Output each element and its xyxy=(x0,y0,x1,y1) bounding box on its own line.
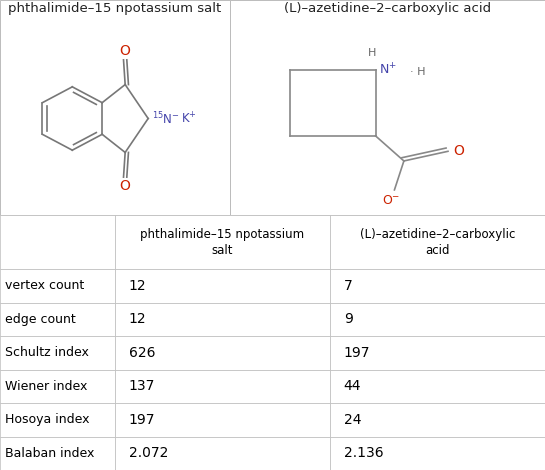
Text: · H: · H xyxy=(410,67,426,77)
Text: 9: 9 xyxy=(344,312,353,326)
Text: O: O xyxy=(453,144,464,158)
Bar xyxy=(0,215,115,269)
Text: phthalimide–15 npotassium
salt: phthalimide–15 npotassium salt xyxy=(141,227,305,257)
Bar xyxy=(115,403,330,437)
Text: Balaban index: Balaban index xyxy=(5,447,95,460)
Bar xyxy=(0,0,230,215)
Bar xyxy=(330,403,545,437)
Text: (L)–azetidine–2–carboxylic acid: (L)–azetidine–2–carboxylic acid xyxy=(284,2,491,16)
Bar xyxy=(115,269,330,303)
Text: N$^{+}$: N$^{+}$ xyxy=(379,63,397,78)
Text: 197: 197 xyxy=(129,413,155,427)
Text: vertex count: vertex count xyxy=(5,279,84,292)
Text: 44: 44 xyxy=(344,379,361,393)
Text: $^{15}$N$^{-}$: $^{15}$N$^{-}$ xyxy=(152,110,180,127)
Bar xyxy=(0,403,115,437)
Text: 12: 12 xyxy=(129,312,146,326)
Text: 626: 626 xyxy=(129,346,155,360)
Bar xyxy=(115,303,330,336)
Text: H: H xyxy=(368,48,377,58)
Bar xyxy=(330,437,545,470)
Text: phthalimide–15 npotassium salt: phthalimide–15 npotassium salt xyxy=(8,2,222,16)
Text: 137: 137 xyxy=(129,379,155,393)
Bar xyxy=(330,336,545,369)
Bar xyxy=(115,336,330,369)
Text: 2.072: 2.072 xyxy=(129,446,168,460)
Text: 197: 197 xyxy=(344,346,370,360)
Text: Hosoya index: Hosoya index xyxy=(5,413,90,426)
Text: (L)–azetidine–2–carboxylic
acid: (L)–azetidine–2–carboxylic acid xyxy=(360,227,515,257)
Text: edge count: edge count xyxy=(5,313,76,326)
Text: Wiener index: Wiener index xyxy=(5,380,88,393)
Text: K$^{+}$: K$^{+}$ xyxy=(181,111,197,126)
Bar xyxy=(115,369,330,403)
Bar xyxy=(115,215,330,269)
Bar xyxy=(0,336,115,369)
Text: 24: 24 xyxy=(344,413,361,427)
Text: O: O xyxy=(120,179,131,193)
Bar xyxy=(330,269,545,303)
Text: Schultz index: Schultz index xyxy=(5,346,89,359)
Bar xyxy=(0,303,115,336)
Bar xyxy=(0,369,115,403)
Text: O: O xyxy=(120,44,131,58)
Text: O$^{-}$: O$^{-}$ xyxy=(382,194,401,207)
Bar xyxy=(115,437,330,470)
Text: 7: 7 xyxy=(344,279,353,293)
Bar xyxy=(330,303,545,336)
Bar xyxy=(330,215,545,269)
Bar xyxy=(0,437,115,470)
Text: 2.136: 2.136 xyxy=(344,446,383,460)
Bar xyxy=(330,369,545,403)
Text: 12: 12 xyxy=(129,279,146,293)
Bar xyxy=(230,0,545,215)
Bar xyxy=(0,269,115,303)
